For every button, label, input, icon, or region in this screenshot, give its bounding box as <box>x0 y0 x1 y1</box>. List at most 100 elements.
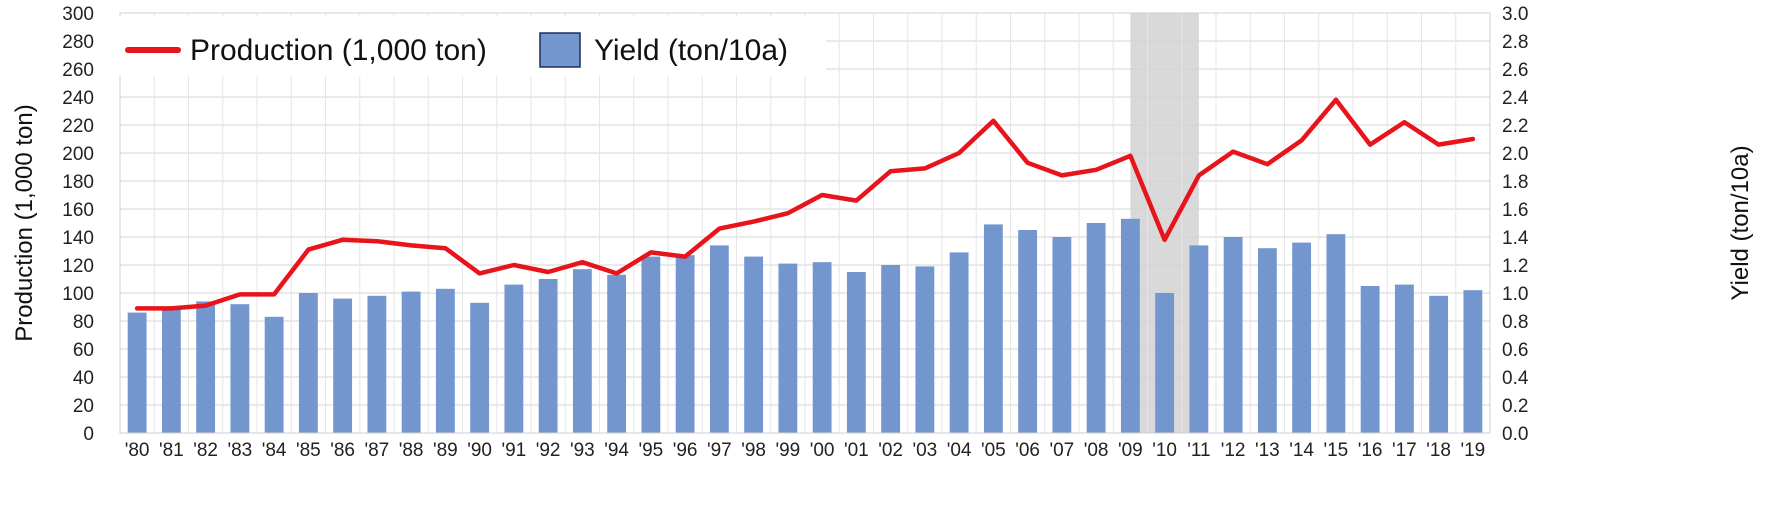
x-tick-label: '96 <box>673 440 698 461</box>
y-left-tick-label: 40 <box>73 368 94 389</box>
x-tick-label: '08 <box>1084 440 1109 461</box>
x-tick-label: '93 <box>570 440 595 461</box>
x-tick-label: '81 <box>159 440 184 461</box>
bar <box>298 293 318 433</box>
bar <box>1189 245 1209 433</box>
production-line <box>134 97 1476 311</box>
bars-group <box>127 218 1483 433</box>
x-tick-label: '17 <box>1392 440 1417 461</box>
y-left-tick-label: 180 <box>62 172 94 193</box>
line-group <box>134 97 1476 311</box>
x-tick-label: '97 <box>707 440 732 461</box>
x-tick-label: '03 <box>912 440 937 461</box>
y-left-tick-label: 280 <box>62 32 94 53</box>
legend-label-production: Production (1,000 ton) <box>190 34 487 67</box>
x-tick-label: '13 <box>1255 440 1280 461</box>
bar <box>1052 237 1072 433</box>
bar <box>983 224 1003 433</box>
y-right-tick-label: 0.6 <box>1502 340 1528 361</box>
legend-label-yield: Yield (ton/10a) <box>594 34 788 67</box>
x-tick-label: '83 <box>227 440 252 461</box>
y-left-tick-label: 260 <box>62 60 94 81</box>
x-tick-label: '82 <box>193 440 218 461</box>
y-left-tick-label: 220 <box>62 116 94 137</box>
y-left-tick-label: 120 <box>62 256 94 277</box>
bar <box>333 298 353 433</box>
x-tick-label: '87 <box>364 440 389 461</box>
bar <box>572 269 592 433</box>
y-left-tick-label: 100 <box>62 284 94 305</box>
bar <box>1360 286 1380 433</box>
x-tick-label: '80 <box>125 440 150 461</box>
bar <box>607 274 627 433</box>
x-tick-label: '95 <box>638 440 663 461</box>
y-right-tick-label: 0.2 <box>1502 396 1528 417</box>
bar <box>915 266 935 433</box>
x-tick-label: '98 <box>741 440 766 461</box>
y-right-tick-label: 1.8 <box>1502 172 1528 193</box>
y-left-tick-label: 160 <box>62 200 94 221</box>
bar <box>1155 293 1175 433</box>
y-left-tick-label: 60 <box>73 340 94 361</box>
y-right-tick-label: 1.6 <box>1502 200 1528 221</box>
x-tick-label: '19 <box>1460 440 1485 461</box>
bar <box>1018 230 1038 433</box>
y-left-tick-label: 140 <box>62 228 94 249</box>
x-tick-label: '85 <box>296 440 321 461</box>
bar <box>538 279 558 433</box>
x-tick-label: '12 <box>1221 440 1246 461</box>
x-tick-label: '94 <box>604 440 629 461</box>
bar <box>1394 284 1414 433</box>
x-tick-label: '04 <box>947 440 972 461</box>
bar <box>1120 218 1140 433</box>
legend: Production (1,000 ton) Yield (ton/10a) <box>108 16 826 76</box>
bar <box>470 302 490 433</box>
x-tick-label: '15 <box>1323 440 1348 461</box>
x-tick-label: '05 <box>981 440 1006 461</box>
bar <box>127 312 147 433</box>
x-tick-label: '86 <box>330 440 355 461</box>
bar <box>1257 248 1277 433</box>
y-left-tick-label: 80 <box>73 312 94 333</box>
y-right-axis-title: Yield (ton/10a) <box>1727 145 1754 300</box>
y-left-tick-label: 200 <box>62 144 94 165</box>
x-tick-label: '11 <box>1187 440 1210 461</box>
bar <box>230 304 250 433</box>
y-left-tick-label: 300 <box>62 4 94 25</box>
bar <box>196 301 216 433</box>
x-tick-label: '10 <box>1152 440 1177 461</box>
bar <box>1086 223 1106 433</box>
y-right-tick-label: 2.8 <box>1502 32 1528 53</box>
x-tick-label: '90 <box>467 440 492 461</box>
legend-background <box>108 16 826 76</box>
plot-border <box>119 12 1491 434</box>
y-left-axis-title: Production (1,000 ton) <box>11 104 38 341</box>
x-tick-label: '09 <box>1118 440 1143 461</box>
x-tick-label: '00 <box>810 440 835 461</box>
y-right-tick-label: 0.4 <box>1502 368 1529 389</box>
bar <box>709 245 729 433</box>
bar <box>504 284 524 433</box>
y-right-tick-label: 1.2 <box>1502 256 1528 277</box>
bar <box>675 255 695 433</box>
x-tick-label: '88 <box>399 440 424 461</box>
x-tick-label: '06 <box>1015 440 1040 461</box>
y-right-tick-label: 2.6 <box>1502 60 1528 81</box>
bar <box>1223 237 1243 433</box>
bar <box>846 272 866 433</box>
x-tick-label: '18 <box>1426 440 1451 461</box>
y-right-tick-label: 2.2 <box>1502 116 1528 137</box>
x-tick-label: '01 <box>844 440 869 461</box>
y-right-tick-label: 1.4 <box>1502 228 1529 249</box>
y-right-tick-label: 1.0 <box>1502 284 1528 305</box>
bar <box>367 295 387 433</box>
x-tick-label: '92 <box>536 440 561 461</box>
y-left-tick-label: 0 <box>83 424 94 445</box>
axes-group: 0 20 40 60 80 100 120 140 160 180 200 220 240 260 280 3… <box>11 4 1754 461</box>
y-left-tick-label: 20 <box>73 396 94 417</box>
x-tick-label: '84 <box>262 440 287 461</box>
bar <box>435 288 455 433</box>
x-tick-label: '89 <box>433 440 458 461</box>
bar <box>881 265 901 433</box>
